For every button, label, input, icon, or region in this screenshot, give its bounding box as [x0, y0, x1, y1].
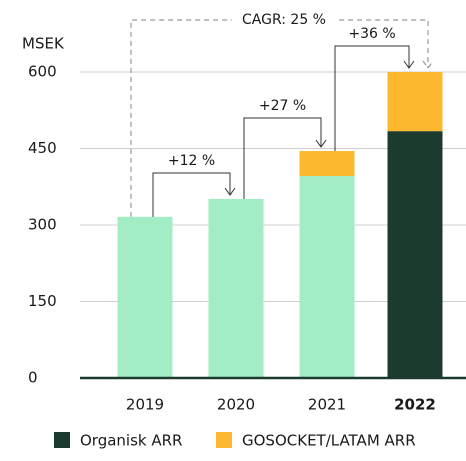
x-tick-label: 2021: [308, 396, 346, 414]
legend-label: Organisk ARR: [80, 432, 182, 450]
y-tick-label: 600: [28, 63, 57, 81]
bar: [117, 216, 173, 378]
growth-label: +12 %: [168, 153, 215, 169]
y-tick-label: 150: [28, 292, 57, 310]
x-tick-label: 2022: [394, 396, 436, 414]
y-axis-label: MSEK: [22, 35, 65, 53]
legend-swatch: [54, 432, 70, 448]
arrow-head: [403, 60, 415, 69]
label-bg: [232, 11, 336, 29]
arrow-head: [422, 60, 434, 70]
y-tick-label: 0: [28, 369, 38, 387]
x-tick-label: 2020: [217, 396, 255, 414]
bar: [208, 198, 264, 378]
growth-bracket: [152, 172, 231, 217]
legend-label: GOSOCKET/LATAM ARR: [242, 432, 416, 450]
growth-label: +36 %: [348, 26, 395, 42]
y-tick-label: 300: [28, 216, 57, 234]
cagr-label: CAGR: 25 %: [242, 12, 326, 28]
arrow-head: [315, 139, 327, 148]
growth-bracket: [334, 45, 410, 152]
growth-bracket: [243, 117, 322, 199]
x-tick-label: 2019: [126, 396, 164, 414]
bar: [299, 176, 355, 378]
bar: [387, 131, 443, 378]
bar: [299, 151, 355, 177]
y-tick-label: 450: [28, 139, 57, 157]
growth-label: +27 %: [259, 98, 306, 114]
bar: [387, 72, 443, 132]
legend-swatch: [216, 432, 232, 448]
arrow-head: [224, 187, 236, 196]
